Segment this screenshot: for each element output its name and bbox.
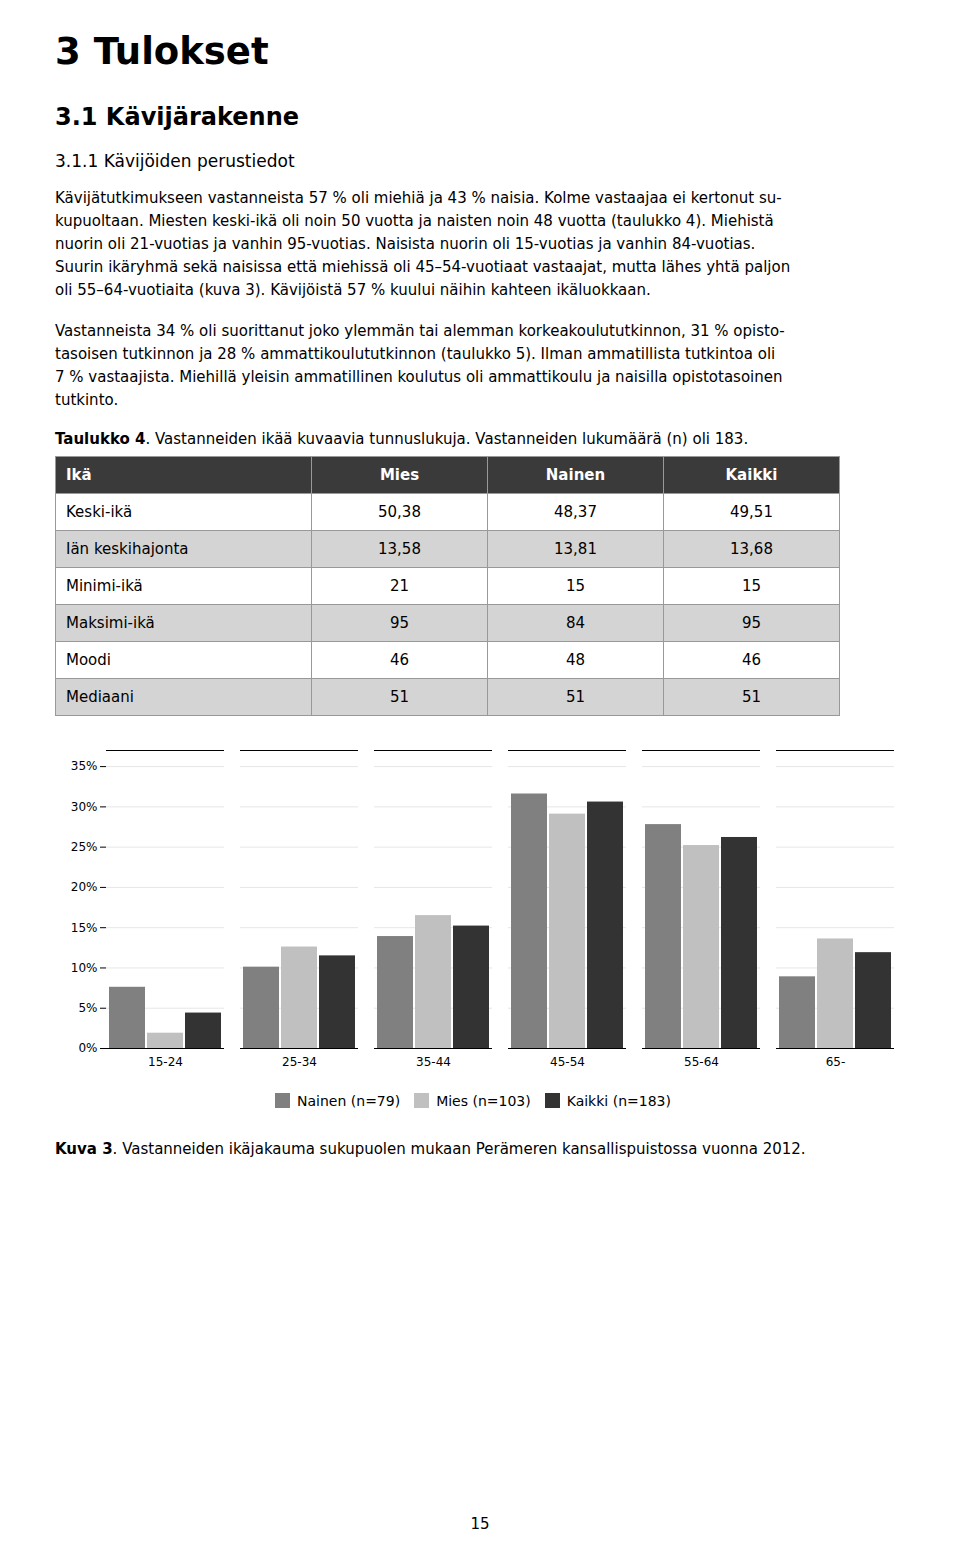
html-text:Moodi: Moodi [66,651,111,669]
html-text:Kävijätutkimukseen vastanneist: Kävijätutkimukseen vastanneista 57 % oli… [55,189,782,207]
svg-text:55-64: 55-64 [684,1055,719,1069]
html-text:Kuva 3. Vastanneiden ikäjakaum: Kuva 3. Vastanneiden ikäjakauma sukupuol… [55,1140,806,1158]
html-text:7 % vastaajista. Miehillä ylei: 7 % vastaajista. Miehillä yleisin ammati… [55,368,783,386]
html-text:13,81: 13,81 [554,540,597,558]
html-text:Iän keskihajonta: Iän keskihajonta [66,540,189,558]
html-text:95: 95 [390,614,409,632]
html-text:kupuoltaan. Miesten keski-ikä: kupuoltaan. Miesten keski-ikä oli noin 5… [55,212,774,230]
svg-text:65-: 65- [826,1055,846,1069]
html-text:51: 51 [742,688,761,706]
html-text:Mies (n=103): Mies (n=103) [436,1092,531,1109]
html-text:Mies: Mies [379,466,420,484]
html-text:46: 46 [390,651,409,669]
html-text:3 Tulokset: 3 Tulokset [55,30,269,73]
html-text:95: 95 [742,614,761,632]
html-text:Ikä: Ikä [66,466,92,484]
html-text:3.1.1 Kävijöiden perustiedot: 3.1.1 Kävijöiden perustiedot [55,151,295,171]
svg-text:15%: 15% [71,921,98,935]
html-text:tasoisen tutkinnon ja 28 % amm: tasoisen tutkinnon ja 28 % ammattikoulut… [55,345,776,363]
svg-text:35%: 35% [71,759,98,773]
html-text:84: 84 [566,614,585,632]
svg-text:10%: 10% [71,961,98,975]
html-text:3.1 Kävijärakenne: 3.1 Kävijärakenne [55,103,299,131]
html-text:Taulukko 4. Vastanneiden ikää: Taulukko 4. Vastanneiden ikää kuvaavia t… [55,430,749,448]
html-text:46: 46 [742,651,761,669]
html-text:Vastanneista 34 % oli suoritta: Vastanneista 34 % oli suorittanut joko y… [55,322,785,340]
html-text:Kaikki: Kaikki [725,466,778,484]
html-text:nuorin oli 21-vuotias ja vanhi: nuorin oli 21-vuotias ja vanhin 95-vuoti… [55,235,756,253]
svg-text:25%: 25% [71,840,98,854]
html-text:51: 51 [566,688,585,706]
svg-text:45-54: 45-54 [550,1055,585,1069]
html-text:15: 15 [566,577,585,595]
html-text:Keski-ikä: Keski-ikä [66,503,133,521]
svg-text:30%: 30% [71,800,98,814]
html-text:21: 21 [390,577,409,595]
svg-text:0%: 0% [78,1041,97,1055]
html-text:13,68: 13,68 [730,540,773,558]
html-text:oli 55–64-vuotiaita (kuva 3).: oli 55–64-vuotiaita (kuva 3). Kävijöistä… [55,281,651,299]
svg-text:15-24: 15-24 [148,1055,183,1069]
svg-text:5%: 5% [78,1001,97,1015]
html-text:Suurin ikäryhmä sekä naisissa: Suurin ikäryhmä sekä naisissa että miehi… [55,258,791,276]
svg-text:25-34: 25-34 [282,1055,317,1069]
html-text:Maksimi-ikä: Maksimi-ikä [66,614,155,632]
html-text:15: 15 [742,577,761,595]
html-text:Minimi-ikä: Minimi-ikä [66,577,143,595]
html-text:Nainen: Nainen [545,466,606,484]
html-text:tutkinto.: tutkinto. [55,391,119,409]
html-text:Kaikki (n=183): Kaikki (n=183) [566,1092,671,1109]
html-text:48: 48 [566,651,585,669]
html-text:Nainen (n=79): Nainen (n=79) [297,1092,401,1109]
html-text:13,58: 13,58 [378,540,421,558]
svg-text:20%: 20% [71,880,98,894]
html-text:50,38: 50,38 [378,503,421,521]
svg-text:35-44: 35-44 [416,1055,451,1069]
html-text:15: 15 [470,1515,490,1533]
html-text:49,51: 49,51 [730,503,773,521]
html-text:48,37: 48,37 [554,503,597,521]
html-text:51: 51 [390,688,409,706]
html-text:Mediaani: Mediaani [66,688,134,706]
